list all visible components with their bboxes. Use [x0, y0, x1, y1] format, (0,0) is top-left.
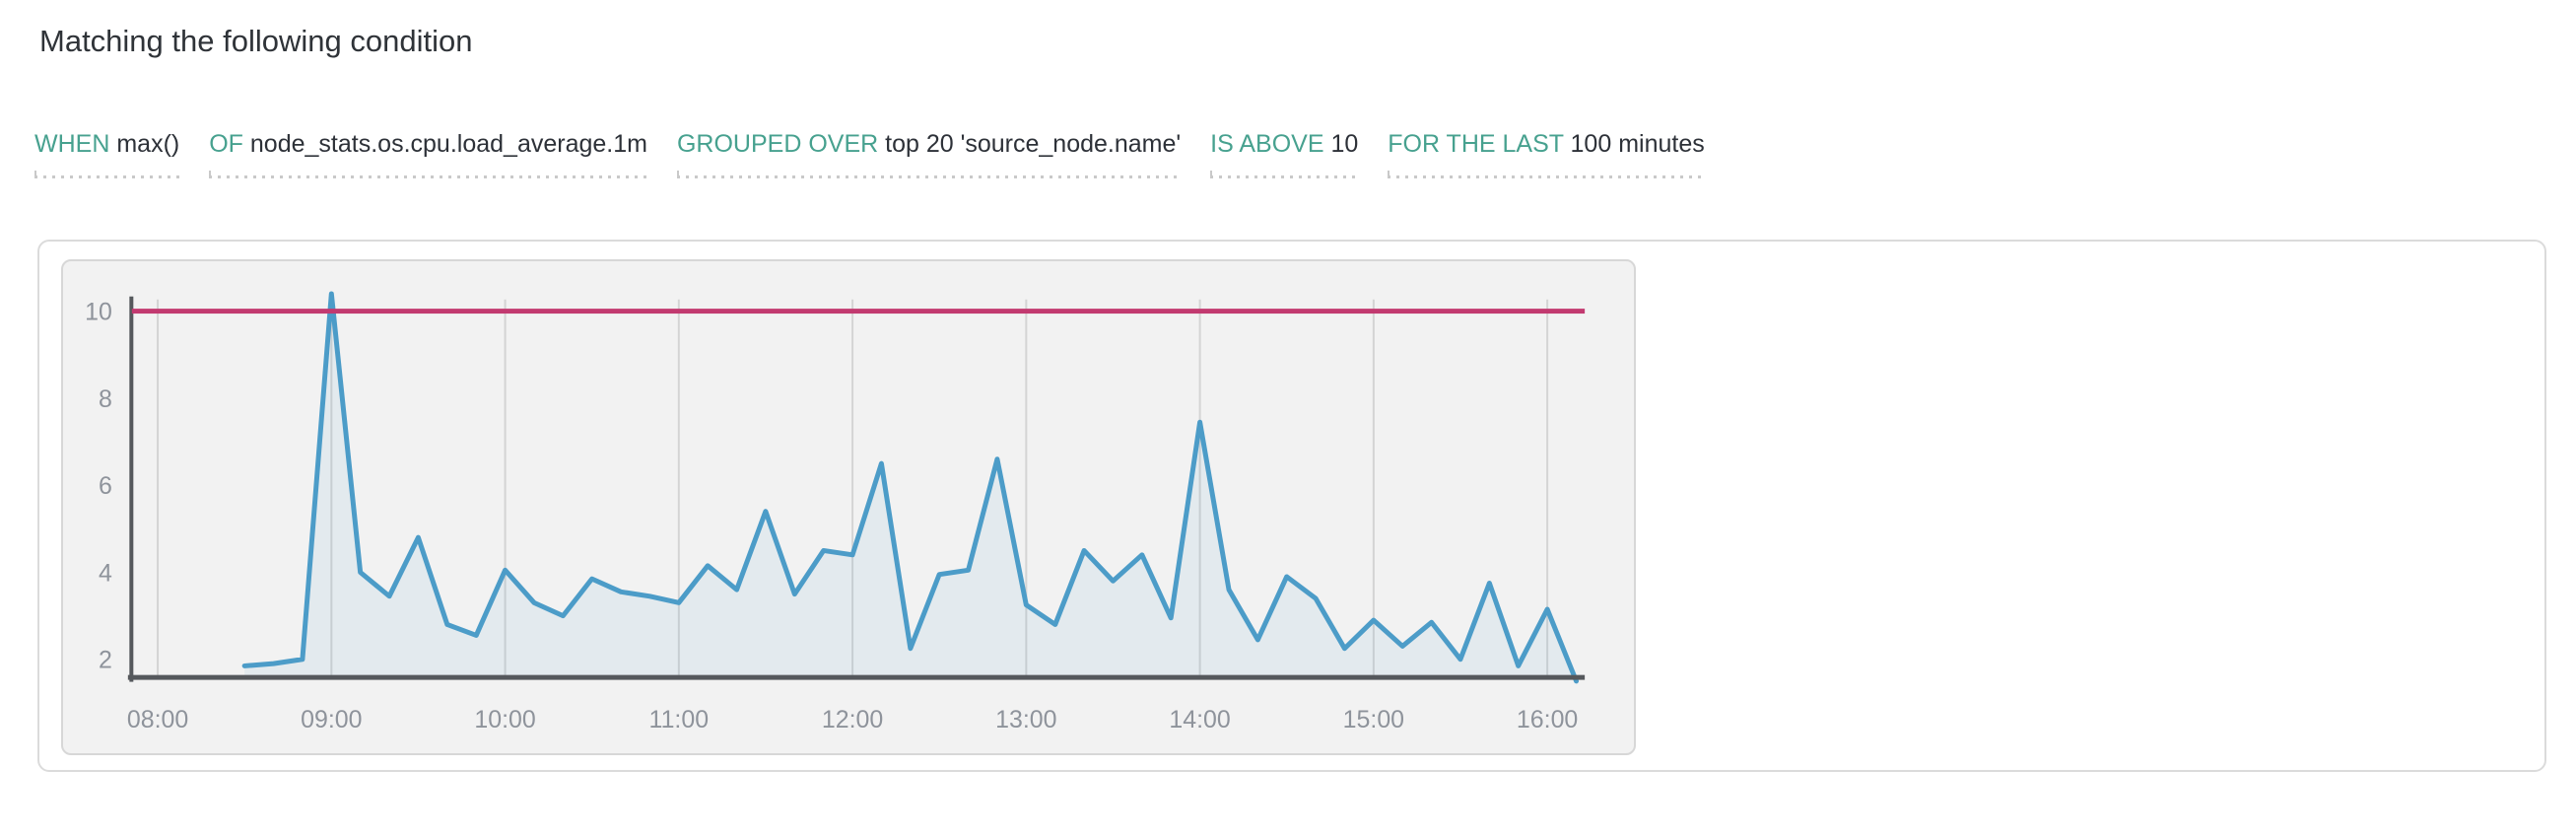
condition-expression-row: WHEN max() OF node_stats.os.cpu.load_ave…	[34, 128, 2576, 178]
series-area	[244, 293, 1577, 681]
y-axis-line	[129, 296, 134, 682]
condition-value: top 20 'source_node.name'	[885, 130, 1182, 158]
x-tick-label: 16:00	[1517, 706, 1578, 733]
x-axis-line	[127, 674, 1586, 680]
condition-keyword: WHEN	[34, 130, 110, 158]
chart-card: 08:00 09:00 10:00 11:00 12:00 13:00 14:00 15:00…	[37, 240, 2546, 772]
x-tick-label: 14:00	[1169, 706, 1230, 733]
y-tick-label: 4	[99, 559, 112, 587]
condition-value: 10	[1330, 130, 1359, 158]
condition-value: max()	[116, 130, 180, 158]
condition-when[interactable]: WHEN max()	[34, 128, 180, 178]
condition-value: 100 minutes	[1570, 130, 1705, 158]
y-tick-label: 2	[99, 647, 112, 674]
condition-keyword: FOR THE LAST	[1388, 130, 1564, 158]
condition-keyword: IS ABOVE	[1210, 130, 1324, 158]
x-tick-label: 13:00	[995, 706, 1056, 733]
condition-of[interactable]: OF node_stats.os.cpu.load_average.1m	[209, 128, 647, 178]
series-line	[241, 291, 1580, 684]
condition-keyword: GROUPED OVER	[676, 130, 879, 158]
threshold-preview-chart: 08:00 09:00 10:00 11:00 12:00 13:00 14:00 15:00…	[85, 291, 1586, 733]
y-tick-label: 10	[85, 299, 112, 326]
condition-keyword: OF	[209, 130, 243, 158]
chart-panel: 08:00 09:00 10:00 11:00 12:00 13:00 14:00 15:00…	[61, 259, 1636, 755]
x-tick-label: 11:00	[649, 706, 710, 733]
y-tick-label: 8	[99, 385, 112, 413]
x-tick-label: 12:00	[822, 706, 883, 733]
y-tick-label: 6	[99, 472, 112, 500]
page-title: Matching the following condition	[39, 24, 473, 58]
x-tick-label: 08:00	[127, 706, 188, 733]
condition-is-above[interactable]: IS ABOVE 10	[1210, 128, 1359, 178]
condition-grouped-over[interactable]: GROUPED OVER top 20 'source_node.name'	[676, 128, 1182, 178]
x-tick-label: 15:00	[1343, 706, 1404, 733]
condition-for-the-last[interactable]: FOR THE LAST 100 minutes	[1388, 128, 1706, 178]
condition-value: node_stats.os.cpu.load_average.1m	[249, 130, 647, 158]
x-tick-label: 10:00	[474, 706, 535, 733]
x-tick-label: 09:00	[301, 706, 362, 733]
threshold-line	[131, 309, 1586, 314]
